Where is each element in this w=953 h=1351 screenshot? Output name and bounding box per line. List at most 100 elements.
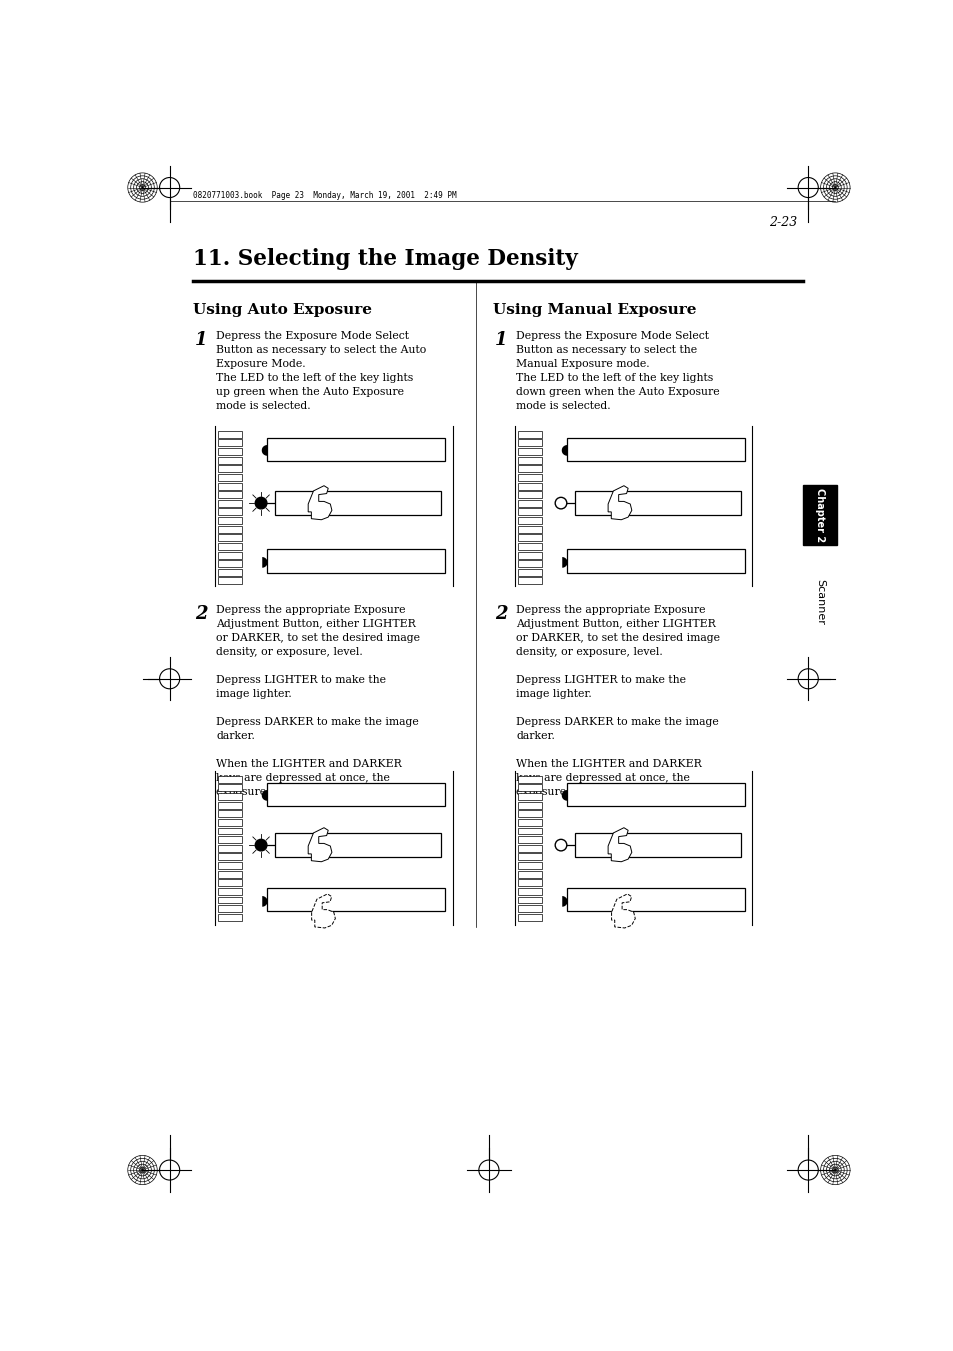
Bar [217,801,241,809]
Text: ◗: ◗ [560,554,567,567]
Circle shape [255,839,267,851]
Bar [517,801,541,809]
Bar [517,492,541,499]
Bar [267,782,444,805]
Bar [217,888,241,894]
Bar [517,880,541,886]
Text: 2: 2 [495,605,507,623]
Bar [267,888,444,912]
Text: 2-23: 2-23 [768,216,797,230]
Bar [517,508,541,515]
Bar [217,577,241,585]
Text: Depress the Exposure Mode Select
Button as necessary to select the Auto
Exposure: Depress the Exposure Mode Select Button … [216,331,426,411]
Bar [575,832,740,858]
Polygon shape [312,894,335,928]
Circle shape [255,497,267,509]
Text: Depress the appropriate Exposure
Adjustment Button, either LIGHTER
or DARKER, to: Depress the appropriate Exposure Adjustm… [216,605,419,797]
Bar [517,844,541,851]
Text: Depress the appropriate Exposure
Adjustment Button, either LIGHTER
or DARKER, to: Depress the appropriate Exposure Adjustm… [516,605,720,797]
Bar [217,897,241,904]
Bar [517,449,541,455]
Bar [274,490,440,516]
Bar [517,431,541,438]
Bar [517,543,541,550]
Bar [217,457,241,463]
Bar [217,775,241,782]
Bar [217,811,241,817]
Bar [517,785,541,792]
Bar [517,793,541,800]
Text: Depress the Exposure Mode Select
Button as necessary to select the
Manual Exposu: Depress the Exposure Mode Select Button … [516,331,719,411]
Text: Chapter 2: Chapter 2 [814,488,824,542]
Bar [517,828,541,835]
Bar [217,880,241,886]
Text: ◗: ◗ [560,893,567,907]
Bar [517,862,541,869]
Text: 0820771003.book  Page 23  Monday, March 19, 2001  2:49 PM: 0820771003.book Page 23 Monday, March 19… [193,192,456,200]
Bar [517,811,541,817]
Bar [517,500,541,507]
Bar [217,913,241,921]
Bar [217,854,241,861]
Bar [217,517,241,524]
Bar [517,897,541,904]
Bar [217,785,241,792]
Text: ◗: ◗ [260,893,268,907]
Bar [217,543,241,550]
Bar [217,535,241,542]
Bar [217,482,241,489]
Bar [217,819,241,825]
Bar [517,517,541,524]
Bar [517,551,541,558]
Bar [217,500,241,507]
Text: ◖: ◖ [260,788,268,801]
Bar [217,431,241,438]
Bar [217,439,241,446]
Bar [802,485,836,544]
Text: 1: 1 [195,331,208,349]
Polygon shape [308,828,332,862]
Bar [217,551,241,558]
Bar [517,457,541,463]
Bar [217,862,241,869]
Bar [267,438,444,461]
Polygon shape [607,828,631,862]
Bar [517,836,541,843]
Bar [567,438,744,461]
Bar [567,782,744,805]
Text: 1: 1 [495,331,507,349]
Polygon shape [308,486,332,520]
Bar [217,828,241,835]
Bar [217,465,241,473]
Bar [575,490,740,516]
Bar [517,854,541,861]
Bar [217,492,241,499]
Polygon shape [607,486,631,520]
Bar [517,465,541,473]
Bar [217,508,241,515]
Bar [517,474,541,481]
Bar [217,449,241,455]
Bar [517,913,541,921]
Bar [517,819,541,825]
Bar [267,550,444,573]
Bar [517,870,541,878]
Bar [217,561,241,567]
Text: Scanner: Scanner [814,578,824,624]
Bar [217,793,241,800]
Text: 11. Selecting the Image Density: 11. Selecting the Image Density [193,247,577,270]
Bar [517,775,541,782]
Text: ◖: ◖ [560,788,567,801]
Bar [517,905,541,912]
Bar [217,474,241,481]
Bar [217,836,241,843]
Bar [217,870,241,878]
Bar [517,526,541,532]
Bar [517,569,541,576]
Text: Using Auto Exposure: Using Auto Exposure [193,303,372,317]
Bar [217,844,241,851]
Bar [517,482,541,489]
Bar [274,832,440,858]
Text: Using Manual Exposure: Using Manual Exposure [493,303,696,317]
Bar [217,569,241,576]
